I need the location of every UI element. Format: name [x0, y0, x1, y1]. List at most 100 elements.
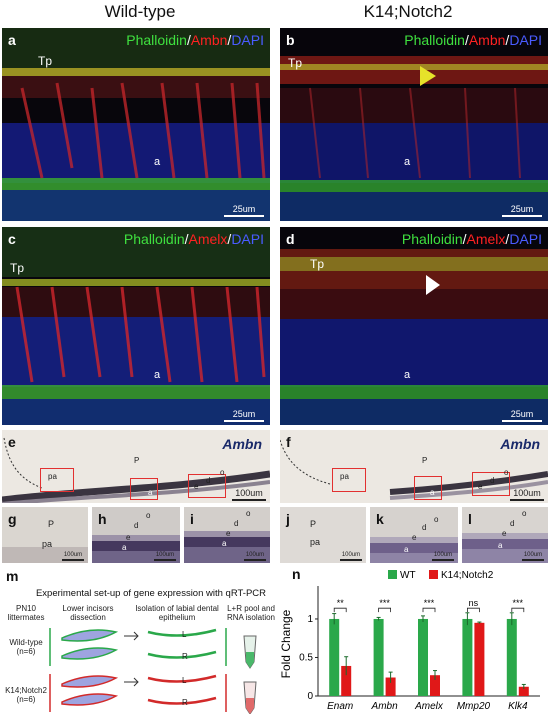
mark-a-i: a — [222, 539, 227, 548]
arrowhead-d — [426, 275, 440, 295]
significance-label: ** — [337, 598, 345, 608]
bar-Amelx-1 — [430, 675, 440, 696]
scale-bar-b: 25um — [502, 204, 542, 217]
inset-box-h — [130, 478, 158, 500]
stain-amelx: Amelx — [188, 231, 228, 247]
tp-marker-c: Tp — [10, 261, 25, 275]
mark-d-l: d — [510, 519, 515, 528]
panel-n-chart: n 0 0.5 1 Fold Change WT K14;Notch2 ** Enam *** A… — [278, 566, 548, 716]
mark-d-e: d — [206, 476, 211, 485]
panel-i-inset: i o d e a 100um — [184, 507, 270, 563]
panel-label-n: n — [292, 566, 301, 582]
panel-h-inset: h o d e a 100um — [92, 507, 180, 563]
side-label-l-k14: L — [182, 676, 187, 685]
inset-box-j — [332, 468, 366, 492]
mark-pa-g: pa — [42, 539, 53, 549]
y-tick-label: 1 — [307, 614, 313, 625]
mark-o-k: o — [434, 515, 439, 524]
stain-phalloidin: Phalloidin — [126, 32, 187, 48]
stain-phalloidin: Phalloidin — [123, 231, 185, 247]
step-dissection: Lower incisors dissection — [62, 604, 114, 622]
significance-bracket — [378, 607, 391, 613]
panel-d-fluorescence: d Phalloidin/Amelx/DAPI Tp a 25um — [280, 227, 548, 425]
scale-bar-l: 100um — [522, 552, 544, 561]
group-wild-type: Wild-type (n=6) — [9, 638, 43, 656]
scale-bar-i: 100um — [244, 552, 266, 561]
side-label-r-wt: R — [182, 652, 188, 661]
stain-dapi: DAPI — [231, 231, 264, 247]
mark-e-h: e — [126, 533, 131, 542]
scale-bar-a: 25um — [224, 204, 264, 217]
layer-marker-d: a — [404, 369, 411, 381]
significance-label: *** — [379, 598, 390, 608]
inset-box-g — [40, 468, 74, 492]
stain-legend-d: Phalloidin/Amelx/DAPI — [401, 231, 542, 247]
layer-marker-b: a — [404, 156, 411, 168]
stain-legend-b: Phalloidin/Ambn/DAPI — [404, 32, 542, 48]
panel-label-a: a — [8, 32, 16, 48]
panel-b-micrograph — [280, 28, 548, 221]
panel-m-title: Experimental set-up of gene expression w… — [35, 588, 267, 599]
panel-label-b: b — [286, 32, 295, 48]
mark-e-f: e — [478, 482, 483, 491]
stain-dapi: DAPI — [509, 32, 542, 48]
mark-e-l: e — [502, 529, 507, 538]
step-rna: L+R pool and RNA isolation — [226, 604, 276, 622]
mark-o-h: o — [146, 511, 151, 520]
tp-marker-d: Tp — [310, 257, 325, 271]
y-tick-label: 0.5 — [299, 652, 313, 663]
y-axis-label: Fold Change — [279, 609, 293, 678]
stain-ambn: Ambn — [190, 32, 228, 48]
stain-dapi: DAPI — [231, 32, 264, 48]
mark-a-l: a — [498, 541, 503, 550]
mark-d-h: d — [134, 521, 139, 530]
mark-pa-e: pa — [48, 472, 57, 481]
mark-a-k: a — [404, 545, 409, 554]
tp-marker-a: Tp — [38, 54, 53, 68]
significance-label: *** — [424, 598, 435, 608]
panel-label-e: e — [8, 434, 16, 450]
significance-bracket — [511, 607, 525, 613]
panel-g-inset: g P pa 100um — [2, 507, 88, 563]
side-label-l-wt: L — [182, 630, 187, 639]
mark-a-f: a — [430, 488, 435, 497]
panel-b-fluorescence: b Phalloidin/Ambn/DAPI Tp a 25um — [280, 28, 548, 221]
panel-l-inset: l o d e a 100um — [462, 507, 548, 563]
panel-f-section — [280, 439, 548, 500]
mark-a-h: a — [122, 543, 127, 552]
significance-label: ns — [469, 598, 479, 608]
stain-legend-a: Phalloidin/Ambn/DAPI — [126, 32, 264, 48]
panel-d-micrograph — [280, 227, 548, 425]
arrowhead-b — [420, 66, 436, 86]
legend-swatch-0 — [388, 570, 397, 579]
mark-p-f: P — [422, 456, 428, 465]
panel-f-ish: f Ambn pa P a e d o 100um — [280, 430, 548, 503]
mark-d-i: d — [234, 519, 239, 528]
stain-dapi: DAPI — [509, 231, 542, 247]
stain-legend-c: Phalloidin/Amelx/DAPI — [123, 231, 264, 247]
fold-change-bar-chart: 0 0.5 1 Fold Change WT K14;Notch2 ** Enam *** Amb… — [279, 570, 540, 712]
panel-label-k: k — [376, 511, 384, 527]
tp-marker-b: Tp — [288, 56, 303, 70]
x-tick-label: Mmp20 — [457, 701, 491, 712]
mark-o-l: o — [522, 509, 527, 518]
scale-bar-j: 100um — [340, 552, 362, 561]
significance-label: *** — [513, 598, 524, 608]
scale-bar-e: 100um — [232, 488, 266, 501]
scale-bar-g: 100um — [62, 552, 84, 561]
panel-j-inset: j P pa 100um — [280, 507, 366, 563]
mark-p-j: P — [310, 519, 317, 529]
mark-p-g: P — [48, 519, 55, 529]
scale-bar-h: 100um — [154, 552, 176, 561]
x-tick-label: Amelx — [414, 701, 444, 712]
panel-label-f: f — [286, 434, 291, 450]
scale-bar-k: 100um — [432, 552, 454, 561]
mark-o-e: o — [220, 468, 225, 477]
step-isolation: Isolation of labial dental epithelium — [135, 604, 219, 622]
column-title-k14-notch2: K14;Notch2 — [363, 2, 453, 21]
stain-amelx: Amelx — [466, 231, 506, 247]
panel-a-micrograph — [2, 28, 270, 221]
mark-e-k: e — [412, 533, 417, 542]
stain-phalloidin: Phalloidin — [404, 32, 465, 48]
panel-c-fluorescence: c Phalloidin/Amelx/DAPI Tp a 25um — [2, 227, 270, 425]
